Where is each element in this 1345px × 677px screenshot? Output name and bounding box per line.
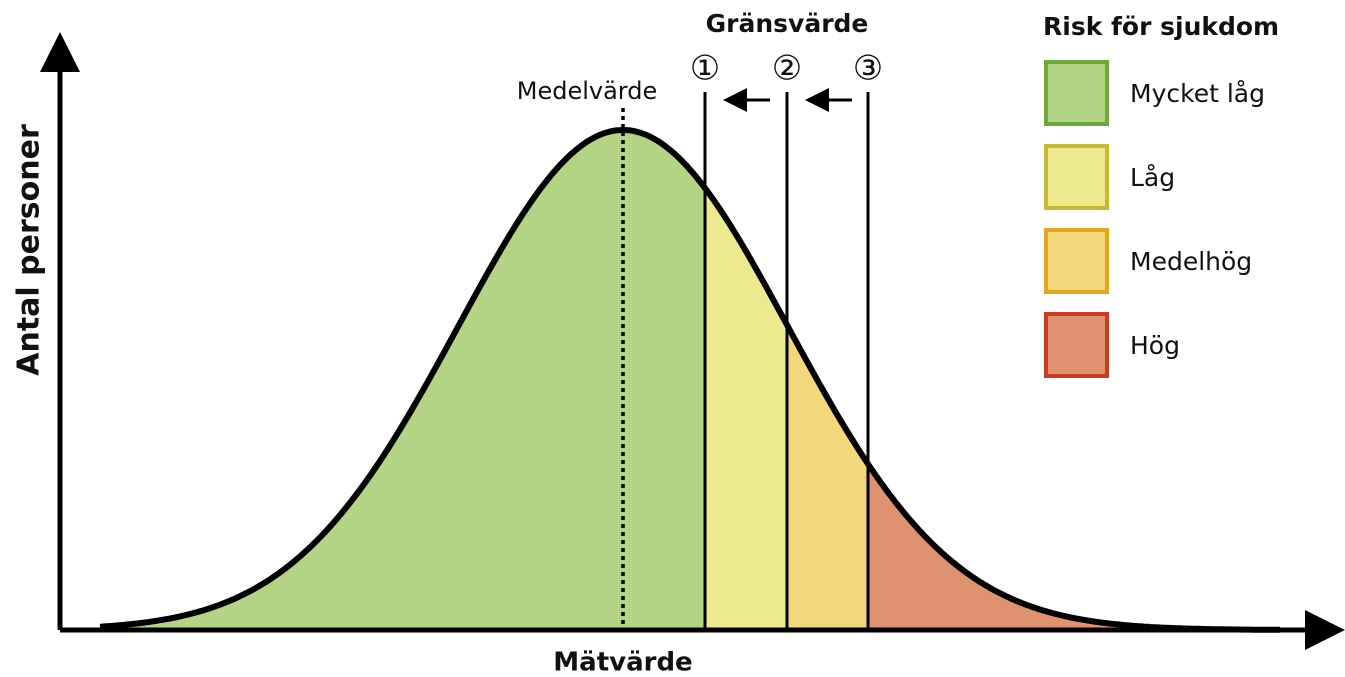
legend-label: Mycket låg [1130,79,1265,108]
legend-label: Medelhög [1130,247,1252,276]
risk-region [787,324,868,630]
legend-swatch [1044,60,1109,126]
x-axis-label: Mätvärde [553,648,692,677]
legend-label: Hög [1130,331,1180,360]
legend-title: Risk för sjukdom [1043,12,1279,41]
mean-label: Medelvärde [517,77,658,105]
bell-curve [99,127,1280,633]
threshold-number: ③ [853,49,883,89]
risk-region [705,188,787,630]
legend-label: Låg [1130,163,1175,192]
legend-swatch [1044,144,1109,210]
threshold-number: ② [772,49,802,89]
legend-swatch [1044,228,1109,294]
risk-region [868,464,1280,630]
legend-swatch [1044,312,1109,378]
y-axis-label: Antal personer [12,124,47,376]
curve-regions [100,130,1280,630]
threshold-number: ① [690,49,720,89]
risk-region [100,130,705,630]
threshold-title: Gränsvärde [706,9,869,38]
